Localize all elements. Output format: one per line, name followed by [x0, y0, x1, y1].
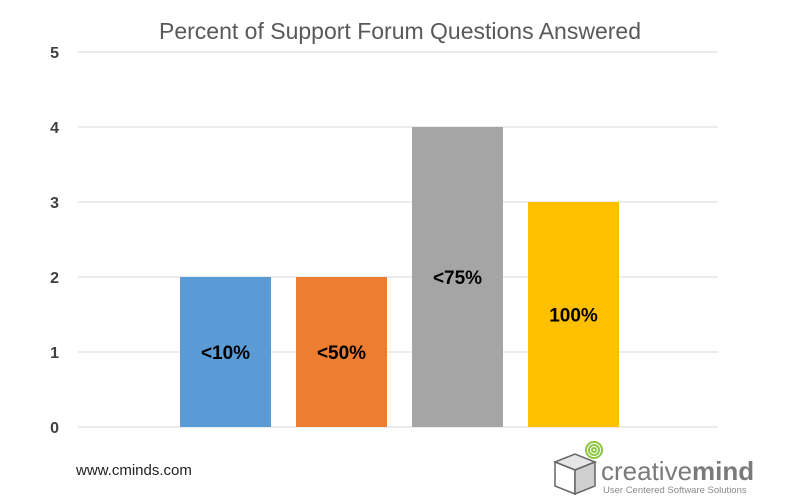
- bar-category-label: <75%: [433, 268, 482, 289]
- bar-1: [180, 277, 271, 427]
- y-tick-label: 0: [50, 420, 59, 437]
- spiral-icon: [585, 441, 603, 459]
- y-tick-label: 3: [50, 195, 59, 212]
- bar-2: [296, 277, 387, 427]
- y-tick-label: 5: [50, 45, 59, 62]
- chart-title: Percent of Support Forum Questions Answe…: [159, 18, 641, 44]
- bar-labels: <10% <50% <75% 100%: [201, 268, 598, 364]
- bar-category-label: <50%: [317, 343, 366, 364]
- brand-name: creativeminds: [601, 456, 753, 486]
- bars: [180, 127, 619, 427]
- gridlines: [78, 51, 718, 428]
- website-url[interactable]: www.cminds.com: [76, 462, 192, 479]
- brand-tagline: User Centered Software Solutions: [603, 485, 747, 496]
- bar-3: [412, 127, 503, 427]
- y-axis-ticks: 0 1 2 3 4 5: [50, 45, 59, 437]
- creativeminds-logo: creativeminds User Centered Software Sol…: [553, 441, 753, 496]
- bar-category-label: <10%: [201, 343, 250, 364]
- box-icon: [553, 453, 598, 496]
- bar-category-label: 100%: [549, 306, 598, 327]
- y-tick-label: 1: [50, 345, 59, 362]
- y-tick-label: 2: [50, 270, 59, 287]
- bar-4: [528, 202, 619, 427]
- y-tick-label: 4: [50, 120, 59, 137]
